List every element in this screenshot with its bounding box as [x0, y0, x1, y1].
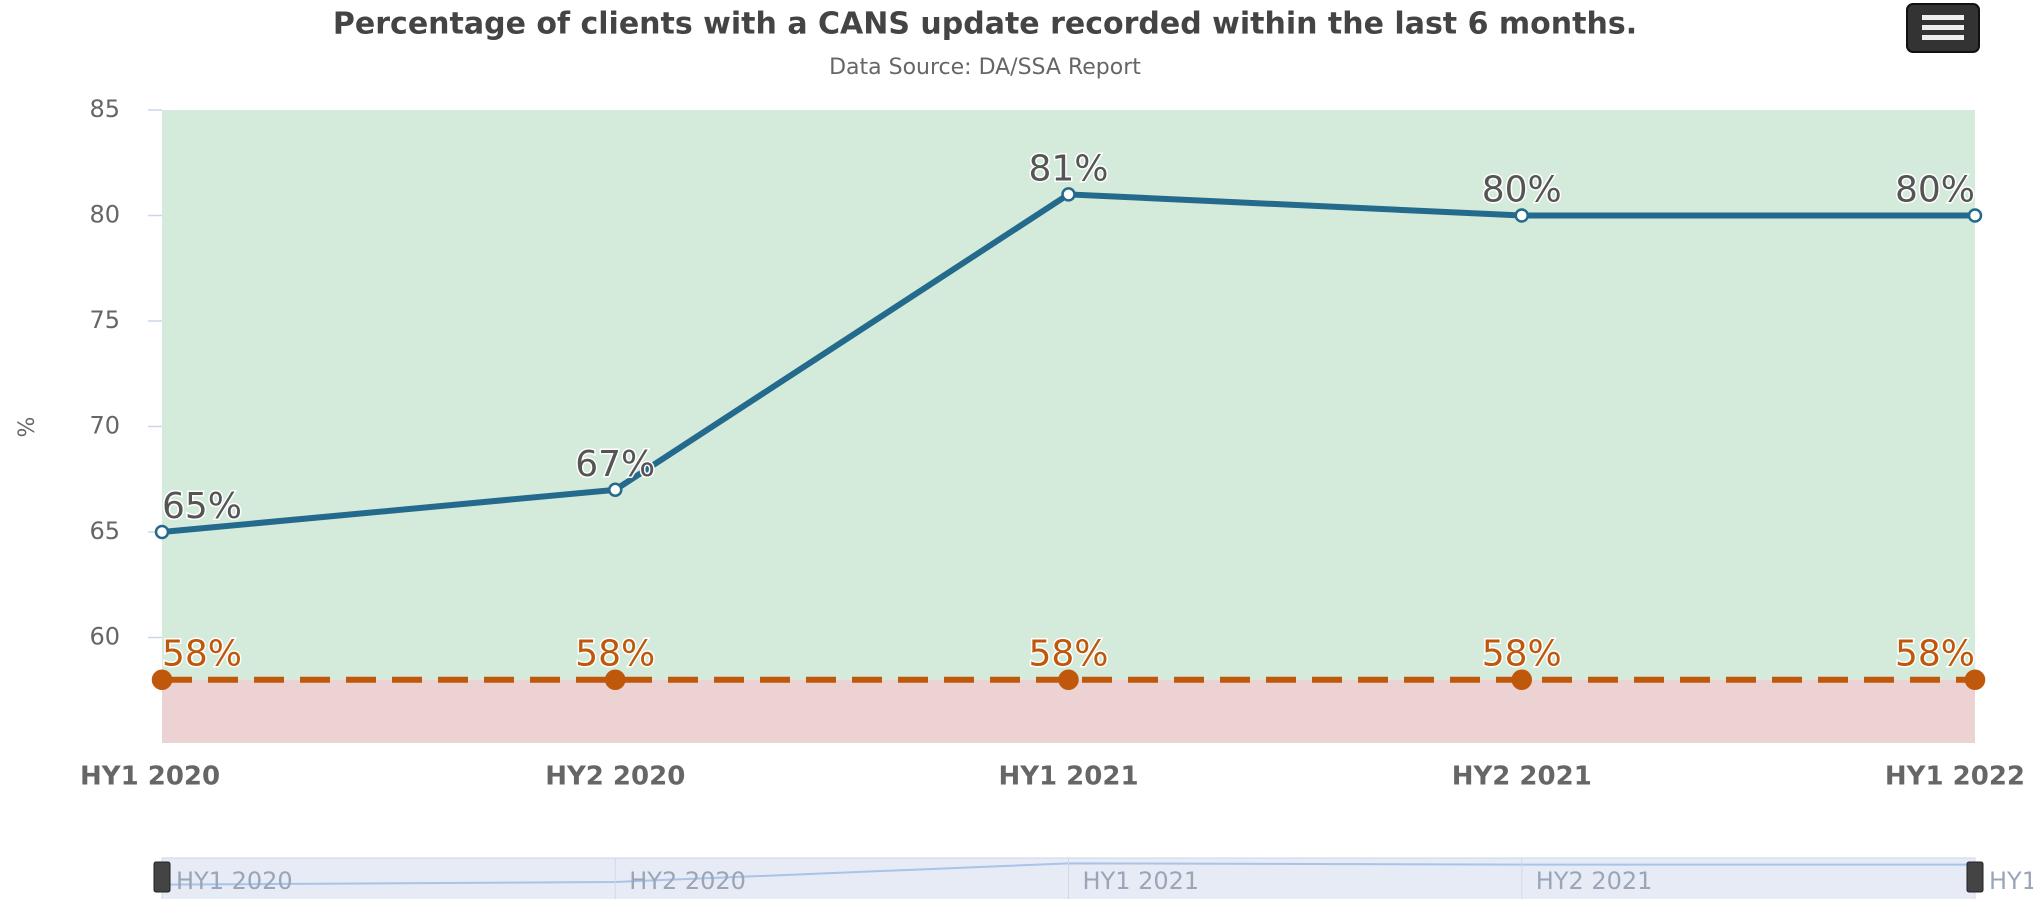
chart-title: Percentage of clients with a CANS update…	[333, 7, 1637, 42]
y-tick-label: 80	[89, 201, 120, 229]
data-point	[608, 482, 623, 498]
data-label: 58%	[1895, 634, 1975, 675]
data-point	[1061, 187, 1076, 202]
data-point	[1967, 208, 1983, 223]
menu-button[interactable]	[1906, 3, 1980, 53]
data-label: 58%	[1028, 634, 1108, 675]
plot-band	[162, 110, 1975, 680]
data-label: 80%	[1482, 170, 1562, 211]
data-point	[1514, 208, 1529, 223]
x-tick-label: HY2 2020	[545, 762, 685, 792]
y-tick-label: 85	[89, 95, 120, 123]
menu-bar	[1922, 35, 1964, 40]
x-tick-label: HY2 2021	[1452, 762, 1592, 792]
data-point	[151, 669, 173, 690]
y-tick-label: 70	[89, 412, 120, 440]
data-point	[1058, 669, 1079, 690]
data-label: 58%	[162, 634, 242, 675]
plot-band	[162, 679, 1975, 743]
navigator-label: HY2 2021	[1536, 867, 1653, 895]
y-tick-label: 60	[89, 623, 120, 651]
x-tick-label: HY1 2020	[80, 762, 220, 792]
navigator-handle[interactable]	[1966, 861, 1984, 893]
navigator-handle[interactable]	[153, 861, 171, 893]
data-label: 65%	[162, 486, 242, 527]
data-point	[1511, 669, 1532, 690]
data-label: 80%	[1895, 170, 1975, 211]
data-point	[605, 669, 626, 690]
navigator-label: HY1 2020	[176, 867, 293, 895]
data-label: 67%	[575, 444, 655, 485]
menu-bar	[1922, 25, 1964, 30]
navigator-label: HY1 2022	[1989, 867, 2033, 895]
navigator-label: HY2 2020	[629, 867, 746, 895]
x-tick-label: HY1 2022	[1885, 762, 2025, 792]
navigator: HY1 2020 HY2 2020 HY1 2021 HY2 2021 HY1 2022	[153, 857, 2033, 899]
data-point	[1964, 669, 1986, 690]
chart-subtitle: Data Source: DA/SSA Report	[829, 55, 1141, 80]
data-label: 81%	[1028, 148, 1108, 189]
y-tick-label: 65	[89, 517, 120, 545]
x-tick-label: HY1 2021	[998, 762, 1138, 792]
menu-bar	[1922, 15, 1964, 20]
data-point	[154, 524, 170, 540]
navigator-label: HY1 2021	[1083, 867, 1200, 895]
data-label: 58%	[575, 634, 655, 675]
y-axis-label: %	[15, 417, 40, 438]
y-tick-label: 75	[89, 306, 120, 334]
data-label: 58%	[1482, 634, 1562, 675]
